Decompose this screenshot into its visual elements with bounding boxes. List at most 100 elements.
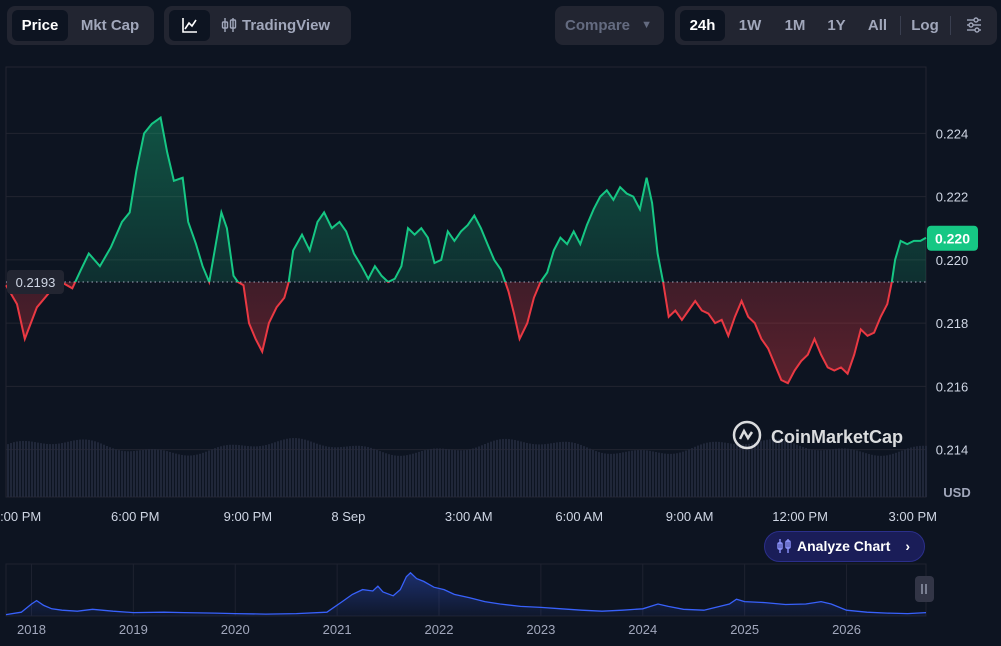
volume-bar bbox=[907, 448, 909, 497]
volume-bar bbox=[535, 444, 537, 497]
volume-bar bbox=[103, 444, 105, 497]
y-tick-label: 0.216 bbox=[936, 379, 969, 394]
volume-bar bbox=[328, 446, 330, 497]
volume-bar bbox=[196, 454, 198, 497]
volume-bar bbox=[325, 446, 327, 497]
volume-bar bbox=[595, 451, 597, 497]
chevron-right-icon: › bbox=[905, 538, 910, 554]
log-button[interactable]: Log bbox=[911, 17, 939, 34]
volume-bar bbox=[139, 450, 141, 497]
price-chart[interactable]: 0.2193 0.220 0.214 0.216 0.218 0.220 0.222 0.2… bbox=[0, 0, 1001, 530]
volume-bar bbox=[922, 445, 924, 497]
analyze-chart-button[interactable]: Analyze Chart › bbox=[764, 531, 925, 562]
volume-bar bbox=[403, 455, 405, 497]
navigator-chart[interactable]: 2018 2019 2020 2021 2022 2023 2024 2025 2026 bbox=[0, 562, 1001, 646]
volume-bar bbox=[553, 442, 555, 497]
y-tick-label: 0.218 bbox=[936, 316, 969, 331]
volume-bar bbox=[391, 454, 393, 497]
price-area-down bbox=[6, 282, 926, 384]
volume-bar bbox=[31, 441, 33, 497]
volume-bar bbox=[835, 448, 837, 497]
volume-bar bbox=[70, 441, 72, 497]
volume-bar bbox=[697, 445, 699, 497]
volume-bar bbox=[220, 446, 222, 497]
x-tick-label: 9:00 AM bbox=[666, 509, 714, 524]
nav-year-label: 2018 bbox=[17, 622, 46, 637]
volume-bar bbox=[601, 452, 603, 497]
volume-bar bbox=[211, 449, 213, 497]
volume-bar bbox=[199, 453, 201, 497]
range-24h[interactable]: 24h bbox=[680, 10, 725, 41]
volume-bar bbox=[121, 450, 123, 497]
volume-bar bbox=[730, 443, 732, 497]
volume-bar bbox=[301, 438, 303, 497]
volume-bar bbox=[157, 449, 159, 497]
x-tick-label: 9:00 PM bbox=[224, 509, 272, 524]
volume-bar bbox=[184, 455, 186, 497]
range-all[interactable]: All bbox=[867, 17, 888, 34]
volume-bar bbox=[235, 444, 237, 497]
volume-bar bbox=[517, 440, 519, 497]
volume-bar bbox=[385, 453, 387, 497]
volume-bar bbox=[805, 448, 807, 497]
x-tick-label: 8 Sep bbox=[331, 509, 365, 524]
volume-bar bbox=[298, 438, 300, 497]
volume-bar bbox=[331, 447, 333, 497]
volume-bar bbox=[604, 453, 606, 497]
line-chart-button[interactable] bbox=[169, 10, 210, 41]
volume-bar bbox=[322, 445, 324, 497]
volume-bar bbox=[646, 450, 648, 497]
volume-bar bbox=[583, 446, 585, 497]
range-1y[interactable]: 1Y bbox=[827, 17, 846, 34]
volume-bar bbox=[688, 449, 690, 497]
volume-bar bbox=[241, 445, 243, 497]
reference-price-badge bbox=[7, 270, 64, 294]
x-tick-label: 3:00 PM bbox=[889, 509, 937, 524]
volume-bar bbox=[397, 455, 399, 497]
volume-bar bbox=[547, 443, 549, 497]
watermark-text: CoinMarketCap bbox=[771, 427, 903, 447]
tab-price[interactable]: Price bbox=[12, 10, 68, 41]
chart-type-toggle: TradingView bbox=[164, 6, 351, 45]
volume-bar bbox=[793, 443, 795, 497]
volume-bar bbox=[526, 442, 528, 497]
tradingview-button[interactable]: TradingView bbox=[220, 10, 345, 41]
volume-bar bbox=[619, 452, 621, 497]
volume-bar bbox=[622, 452, 624, 497]
volume-bar bbox=[292, 438, 294, 497]
volume-bar bbox=[616, 453, 618, 497]
compare-dropdown[interactable]: Compare ▼ bbox=[555, 6, 664, 45]
volume-bar bbox=[124, 451, 126, 497]
volume-bar bbox=[664, 453, 666, 497]
volume-bar bbox=[460, 450, 462, 497]
volume-bar bbox=[256, 446, 258, 497]
volume-bar bbox=[475, 447, 477, 497]
volume-bar bbox=[736, 444, 738, 497]
y-tick-label: 0.224 bbox=[936, 126, 969, 141]
reference-price-label: 0.2193 bbox=[16, 275, 56, 290]
volume-bar bbox=[151, 449, 153, 497]
volume-bar bbox=[643, 450, 645, 497]
volume-bar bbox=[550, 443, 552, 497]
volume-bar bbox=[760, 441, 762, 497]
volume-bar bbox=[538, 444, 540, 497]
volume-bar bbox=[592, 449, 594, 497]
tab-mkt-cap[interactable]: Mkt Cap bbox=[80, 17, 140, 34]
volume-bar bbox=[637, 450, 639, 497]
settings-button[interactable] bbox=[957, 10, 991, 41]
volume-bar bbox=[379, 451, 381, 497]
volume-bar bbox=[904, 449, 906, 497]
range-1m[interactable]: 1M bbox=[784, 17, 806, 34]
volume-bar bbox=[814, 450, 816, 497]
navigator-handle[interactable] bbox=[915, 576, 934, 602]
volume-bar bbox=[511, 439, 513, 497]
y-tick-label: 0.220 bbox=[936, 253, 969, 268]
volume-bar bbox=[181, 454, 183, 497]
range-1w[interactable]: 1W bbox=[738, 17, 762, 34]
volume-bar bbox=[304, 439, 306, 497]
x-tick-label: 3:00 PM bbox=[0, 509, 41, 524]
volume-bar bbox=[22, 440, 24, 497]
volume-bar bbox=[145, 449, 147, 497]
x-tick-label: 12:00 PM bbox=[772, 509, 828, 524]
volume-bar bbox=[571, 442, 573, 497]
